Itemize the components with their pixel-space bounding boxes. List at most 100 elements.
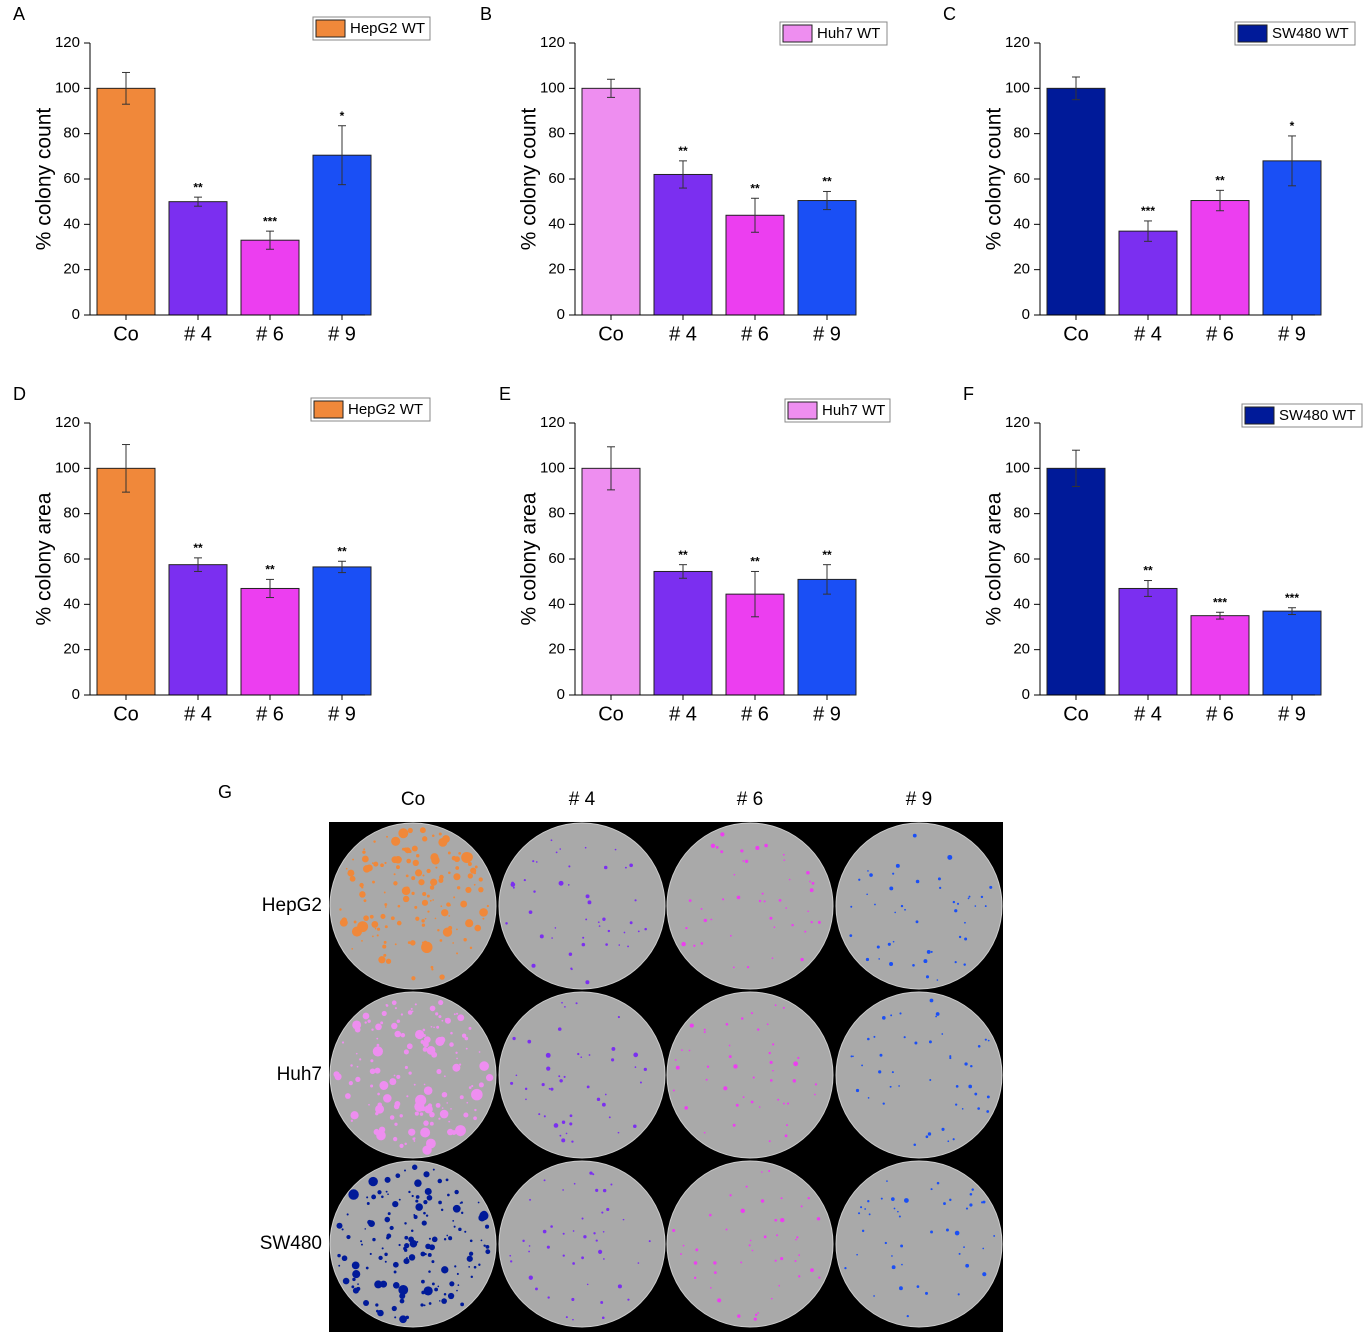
colony (478, 1082, 484, 1088)
bar (653, 173, 713, 316)
y-tick-label: 60 (63, 550, 80, 567)
colony (595, 1239, 598, 1242)
colony (891, 1255, 893, 1257)
colony (914, 1041, 918, 1045)
colony (393, 1136, 398, 1142)
colony (604, 1093, 607, 1096)
colony (783, 859, 786, 861)
colony (431, 968, 434, 971)
colony (439, 1109, 449, 1119)
bar (1190, 200, 1250, 316)
colony (611, 1046, 616, 1051)
colony (543, 1179, 546, 1182)
colony (581, 1217, 584, 1220)
colony (764, 843, 768, 848)
bar (1190, 615, 1250, 696)
colony (461, 1033, 467, 1038)
colony (396, 865, 400, 870)
colony (474, 924, 482, 932)
colony (401, 886, 411, 896)
colony (454, 1265, 457, 1268)
bar (96, 467, 156, 696)
colony (460, 900, 468, 908)
colony (774, 1004, 777, 1007)
y-tick-label: 0 (557, 306, 565, 323)
colony (929, 998, 934, 1003)
colony (878, 958, 880, 960)
colony (450, 1108, 452, 1110)
y-tick-label: 80 (1013, 505, 1030, 522)
column-label: # 9 (906, 789, 932, 810)
colony (396, 920, 402, 926)
colony (421, 941, 433, 953)
significance-label: ** (822, 548, 832, 562)
colony (601, 1211, 604, 1214)
x-tick-label: Co (113, 703, 139, 725)
colony (572, 1230, 575, 1232)
colony (415, 1029, 425, 1040)
y-axis-label: % colony area (33, 492, 56, 625)
colony (533, 890, 536, 893)
colony (424, 917, 427, 920)
bar (168, 564, 228, 696)
colony (397, 904, 401, 908)
error-bar (194, 557, 202, 572)
colony (428, 1302, 432, 1305)
colony (411, 876, 416, 881)
bar (1046, 87, 1106, 316)
y-tick-label: 120 (1005, 414, 1030, 431)
colony (398, 1198, 401, 1201)
colony (550, 1225, 553, 1228)
colony (892, 940, 895, 943)
y-tick-label: 20 (548, 641, 565, 658)
legend-swatch (313, 400, 344, 419)
colony (954, 961, 957, 964)
colony (371, 935, 374, 938)
x-tick-label: Co (1063, 703, 1089, 725)
colony (570, 967, 573, 970)
colony (375, 1303, 379, 1307)
colony (569, 1114, 573, 1118)
colony (772, 1043, 775, 1046)
colony (977, 1045, 981, 1048)
colony (622, 1218, 625, 1221)
colony (384, 903, 388, 906)
colony (404, 1065, 408, 1069)
colony (452, 1219, 455, 1222)
colony (818, 1276, 821, 1279)
colony (763, 900, 766, 903)
colony (816, 1217, 821, 1221)
plate (498, 991, 666, 1159)
colony (448, 1236, 453, 1241)
colony (916, 1285, 920, 1288)
y-tick-label: 20 (548, 261, 565, 278)
colony (688, 1049, 691, 1052)
colony (889, 962, 894, 967)
colony (399, 1315, 407, 1324)
y-tick-label: 120 (55, 414, 80, 431)
colony (337, 1253, 341, 1258)
colony (797, 1056, 800, 1060)
colony (411, 845, 418, 852)
colony (371, 920, 379, 928)
colony (352, 1287, 359, 1294)
x-tick-label: # 9 (813, 703, 841, 725)
colony (769, 916, 773, 920)
colony (693, 1276, 697, 1280)
error-bar (607, 446, 615, 491)
error-bar (823, 564, 831, 595)
y-tick-label: 0 (1022, 686, 1030, 703)
colony (531, 963, 536, 968)
bar (1118, 587, 1178, 696)
colony (580, 1056, 583, 1058)
colony (350, 1111, 359, 1120)
colony (364, 1021, 367, 1024)
colony (891, 1071, 894, 1074)
colony (363, 915, 369, 921)
colony (370, 1059, 374, 1063)
colony (852, 1055, 854, 1058)
colony (398, 1284, 409, 1295)
colony (923, 959, 928, 964)
colony (601, 1316, 605, 1320)
colony (882, 1016, 886, 1020)
